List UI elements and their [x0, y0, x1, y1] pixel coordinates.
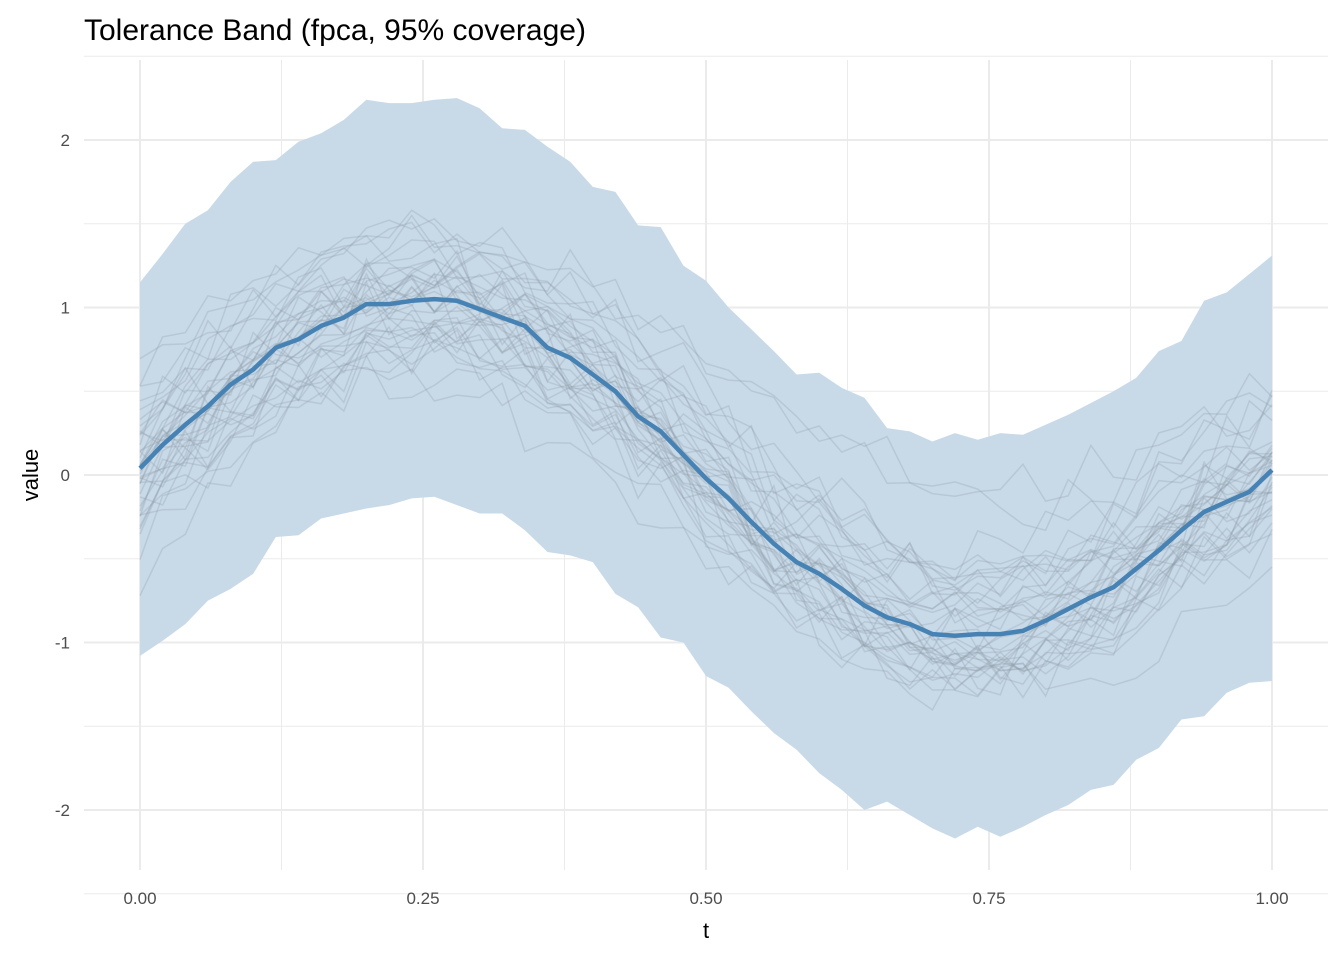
sample-curve [139, 274, 1273, 629]
sample-curve [139, 275, 1273, 582]
sample-curve [139, 317, 1273, 673]
x-tick-label: 0.50 [689, 889, 722, 908]
sample-curve [139, 340, 1273, 676]
sample-curve [139, 328, 1273, 698]
sample-curve [139, 325, 1273, 638]
y-tick-label: 0 [61, 466, 70, 485]
y-tick-label: 2 [61, 131, 70, 150]
sample-curve [139, 239, 1273, 682]
sample-curve [139, 235, 1273, 661]
x-tick-label: 0.75 [972, 889, 1005, 908]
sample-curve [139, 253, 1273, 611]
sample-curve [139, 305, 1273, 691]
sample-curve [139, 296, 1273, 690]
sample-curve [139, 331, 1273, 711]
sample-curve [139, 268, 1273, 580]
sample-curves [139, 209, 1273, 711]
sample-curve [139, 326, 1273, 667]
sample-curve [139, 254, 1273, 672]
x-axis-ticks: 0.00 0.25 0.50 0.75 1.00 [123, 889, 1288, 908]
y-axis-ticks: -2 -1 0 1 2 [55, 131, 70, 820]
x-axis-label: t [703, 918, 709, 943]
sample-curve [139, 303, 1273, 614]
sample-curve [139, 280, 1273, 672]
y-tick-label: -1 [55, 634, 70, 653]
mean-curve [138, 296, 1274, 639]
sample-curve [139, 257, 1273, 609]
y-axis-label: value [18, 449, 43, 502]
sample-curve [139, 251, 1273, 598]
y-tick-label: -2 [55, 801, 70, 820]
x-tick-label: 1.00 [1255, 889, 1288, 908]
sample-curve [139, 259, 1273, 685]
sample-curve [139, 262, 1273, 671]
sample-curve [139, 273, 1273, 699]
sample-curve [139, 209, 1273, 591]
tolerance-band [140, 98, 1272, 839]
sample-curve [139, 271, 1273, 698]
sample-curve [139, 214, 1273, 502]
sample-curve [139, 319, 1273, 691]
chart-title: Tolerance Band (fpca, 95% coverage) [84, 14, 586, 47]
sample-curve [139, 314, 1273, 618]
sample-curve [139, 217, 1273, 696]
x-tick-label: 0.00 [123, 889, 156, 908]
sample-curve [139, 221, 1273, 581]
x-tick-label: 0.25 [406, 889, 439, 908]
sample-curve [139, 248, 1273, 532]
sample-curve [139, 258, 1273, 621]
y-tick-label: 1 [61, 299, 70, 318]
sample-curve [139, 366, 1273, 652]
